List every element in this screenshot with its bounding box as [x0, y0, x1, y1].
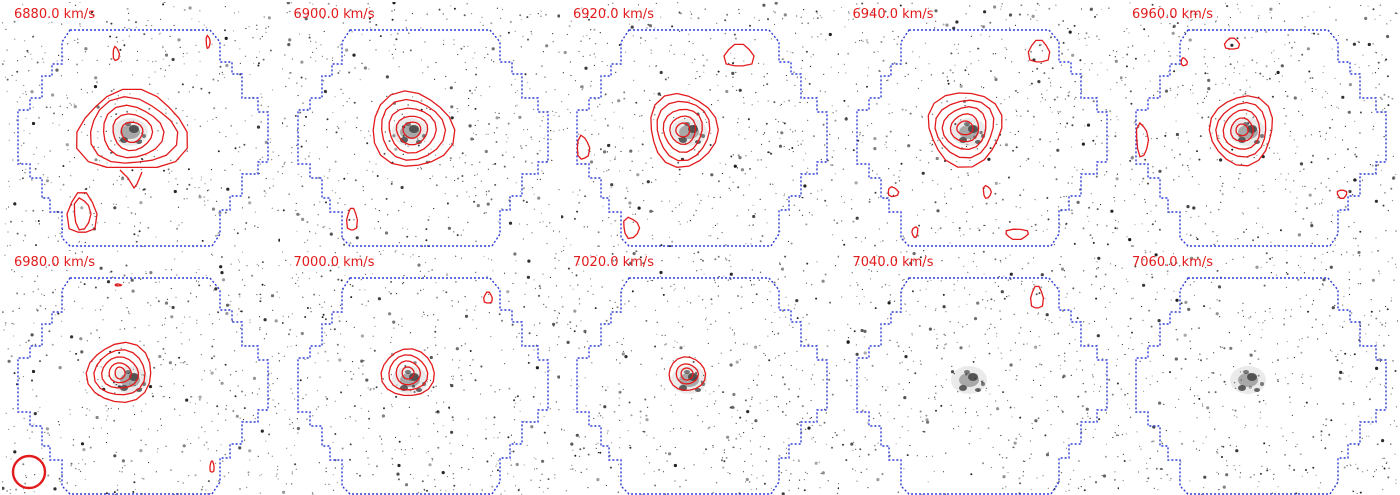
channel-image	[841, 250, 1119, 495]
galaxy-image	[951, 366, 987, 394]
contour-line	[983, 186, 991, 199]
channel-image	[841, 2, 1119, 247]
hi-contours	[1137, 38, 1347, 198]
velocity-label: 7040.0 km/s	[853, 255, 934, 270]
contour-line	[115, 284, 121, 286]
contour-line	[624, 217, 640, 238]
channel-panel: 6960.0 km/s	[1120, 2, 1398, 247]
contour-line	[1137, 123, 1149, 157]
velocity-label: 6980.0 km/s	[14, 255, 95, 270]
contour-line	[577, 135, 589, 159]
contour-line	[1030, 286, 1043, 308]
channel-panel: 7060.0 km/s	[1120, 250, 1398, 495]
velocity-label: 7020.0 km/s	[573, 255, 654, 270]
contour-line	[1006, 229, 1028, 239]
contour-line	[210, 461, 214, 472]
channel-panel: 6880.0 km/s	[2, 2, 280, 247]
velocity-label: 6940.0 km/s	[853, 7, 934, 22]
channel-image	[1120, 2, 1398, 247]
hi-contours	[1030, 286, 1043, 308]
velocity-label: 7060.0 km/s	[1132, 255, 1213, 270]
channel-panel: 6980.0 km/s	[2, 250, 280, 495]
channel-panel: 6920.0 km/s	[561, 2, 839, 247]
channel-image	[561, 250, 839, 495]
velocity-label: 6900.0 km/s	[294, 7, 375, 22]
velocity-label: 7000.0 km/s	[294, 255, 375, 270]
velocity-label: 6920.0 km/s	[573, 7, 654, 22]
contour-line	[483, 292, 492, 303]
contour-line	[206, 36, 210, 49]
channel-panel: 7020.0 km/s	[561, 250, 839, 495]
velocity-label: 6880.0 km/s	[14, 7, 95, 22]
channel-image	[561, 2, 839, 247]
velocity-label: 6960.0 km/s	[1132, 7, 1213, 22]
beam-circle	[13, 456, 45, 488]
galaxy-image	[1230, 366, 1266, 394]
contour-line	[67, 193, 97, 232]
contour-line	[724, 44, 754, 66]
contour-line	[74, 198, 91, 230]
channel-image	[1120, 250, 1398, 495]
channel-image	[2, 2, 280, 247]
hi-contours	[346, 91, 454, 230]
contour-line	[1181, 58, 1187, 66]
channel-image	[282, 2, 560, 247]
channel-panel: 7040.0 km/s	[841, 250, 1119, 495]
contour-line	[911, 227, 917, 238]
contour-line	[113, 47, 119, 61]
channel-panel: 7000.0 km/s	[282, 250, 560, 495]
channel-panel: 6900.0 km/s	[282, 2, 560, 247]
hi-contours	[577, 44, 754, 238]
contour-line	[1337, 190, 1346, 198]
channel-image	[2, 250, 280, 495]
channel-image	[282, 250, 560, 495]
hi-contours	[86, 284, 214, 472]
contour-line	[346, 208, 357, 230]
channel-panel: 6940.0 km/s	[841, 2, 1119, 247]
contour-line	[1225, 38, 1240, 49]
